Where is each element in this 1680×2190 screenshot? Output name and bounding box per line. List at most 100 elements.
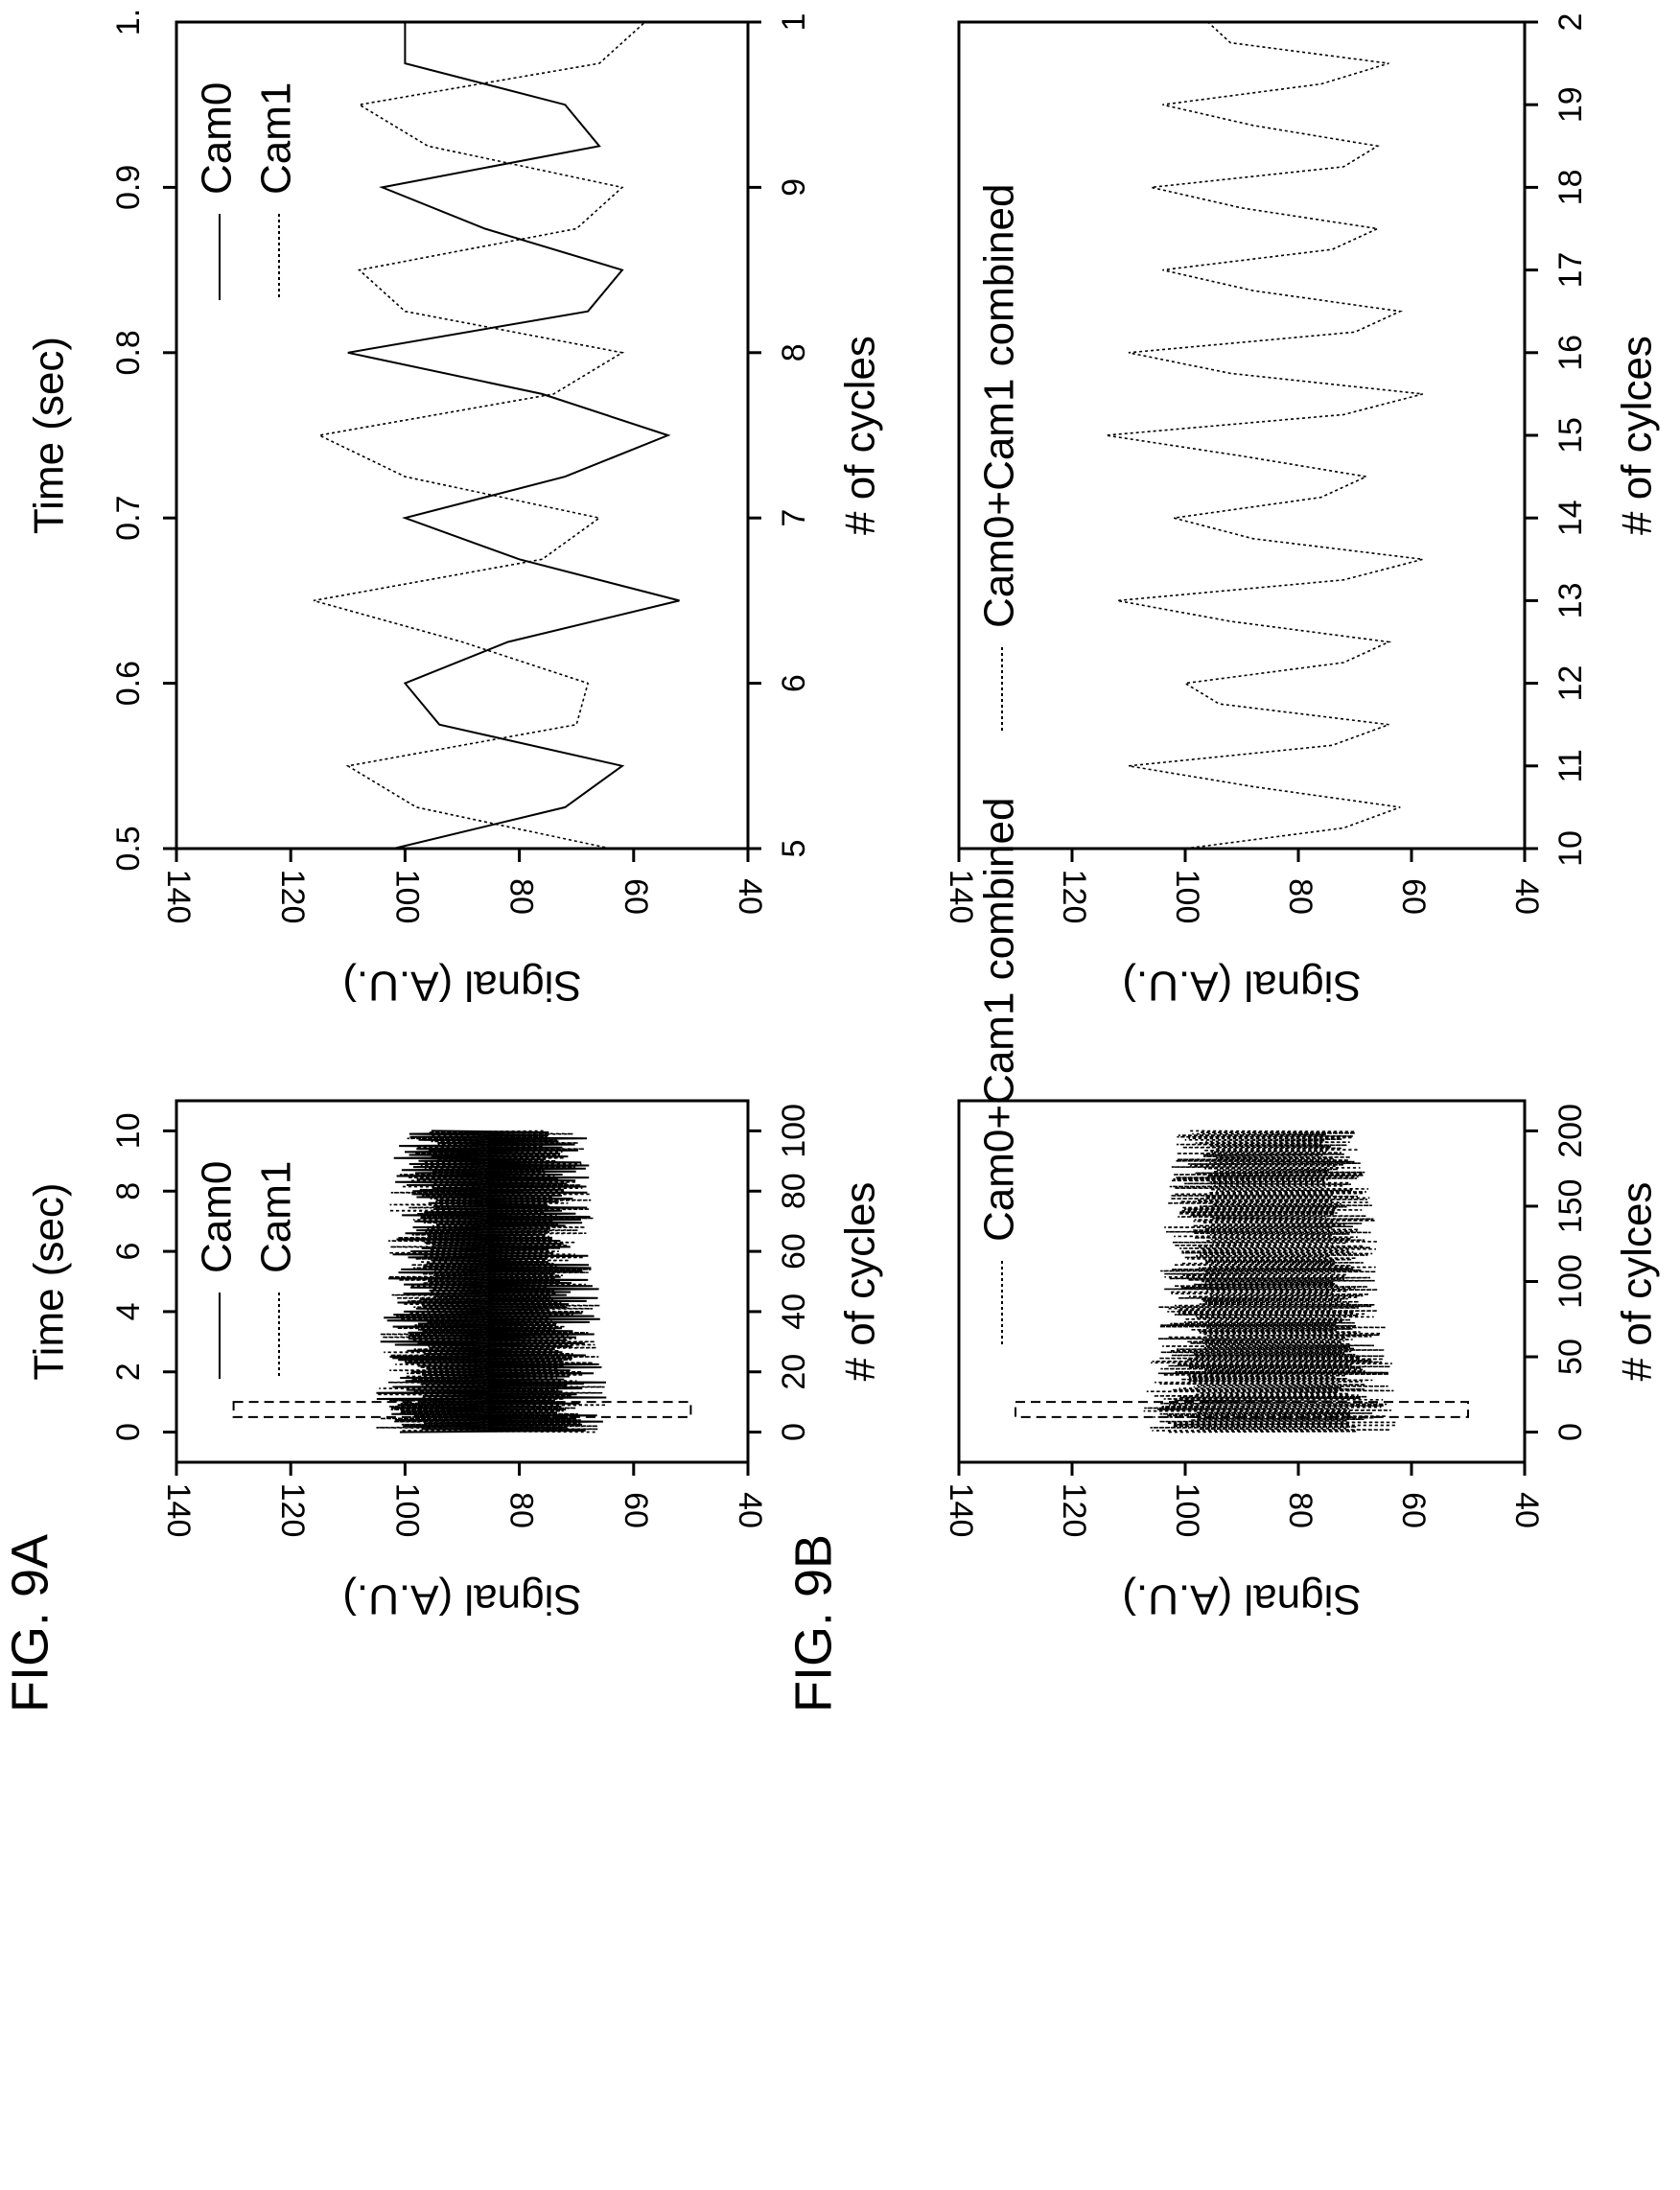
x-bottom-tick-label: 150 bbox=[1552, 1179, 1589, 1234]
figure-label: FIG. 9A bbox=[1, 1534, 58, 1712]
x-bottom-tick-label: 2 bbox=[1552, 13, 1589, 32]
x-bottom-tick-label: 17 bbox=[1552, 252, 1589, 289]
x-bottom-tick-label: 200 bbox=[1552, 1104, 1589, 1158]
y-tick-label: 100 bbox=[388, 1483, 425, 1538]
x-bottom-tick-label: 11 bbox=[1552, 749, 1589, 782]
series-line-cam1 bbox=[376, 1130, 607, 1433]
y-tick-label: 100 bbox=[1169, 1483, 1205, 1538]
x-bottom-tick-label: 0 bbox=[1552, 1423, 1589, 1441]
plot-area bbox=[376, 1130, 607, 1433]
x-bottom-axis-label: # of cylces bbox=[1614, 1182, 1661, 1382]
x-top-tick-label: 0.8 bbox=[110, 330, 147, 375]
legend: Cam0 Cam1 bbox=[194, 82, 300, 300]
x-bottom-tick-label: 15 bbox=[1552, 417, 1589, 454]
plot-area bbox=[1143, 1130, 1397, 1433]
x-bottom-tick-label: 19 bbox=[1552, 86, 1589, 123]
x-bottom-axis-label: # of cycles bbox=[837, 336, 884, 535]
y-tick-label: 120 bbox=[274, 1483, 311, 1538]
y-tick-label: 60 bbox=[1395, 1492, 1432, 1528]
y-tick-label: 140 bbox=[943, 1483, 979, 1538]
y-tick-label: 140 bbox=[160, 1483, 197, 1538]
x-top-tick-label: 8 bbox=[110, 1182, 147, 1200]
legend-label: Cam0 bbox=[194, 1161, 241, 1273]
x-bottom-tick-label: 20 bbox=[776, 1354, 812, 1390]
legend-label: Cam0+Cam1 combined bbox=[976, 798, 1023, 1242]
legend: Cam0+Cam1 combined bbox=[976, 184, 1023, 734]
x-bottom-tick-label: 1 bbox=[776, 13, 812, 32]
y-tick-label: 80 bbox=[1282, 1492, 1318, 1528]
x-top-tick-label: 0 bbox=[110, 1423, 147, 1441]
x-top-tick-label: 0.6 bbox=[110, 661, 147, 706]
x-top-tick-label: 10 bbox=[110, 1113, 147, 1150]
x-top-tick-label: 0.5 bbox=[110, 826, 147, 871]
x-bottom-tick-label: 16 bbox=[1552, 335, 1589, 371]
y-axis-label: Signal (A.U.) bbox=[342, 1575, 581, 1622]
legend: Cam0+Cam1 combined bbox=[976, 798, 1023, 1347]
zoom-region-box bbox=[1015, 1401, 1469, 1418]
legend-label: Cam0 bbox=[194, 82, 241, 195]
y-tick-label: 140 bbox=[160, 870, 197, 924]
figure-label: FIG. 9B bbox=[784, 1534, 842, 1712]
legend-label: Cam0+Cam1 combined bbox=[976, 184, 1023, 628]
chart-panel-3: 40 60 80 100 120 140 Signal (A.U.) 0 50 100 150 200… bbox=[784, 798, 1660, 1713]
x-top-tick-label: 6 bbox=[110, 1243, 147, 1261]
y-tick-label: 40 bbox=[1508, 878, 1545, 915]
x-bottom-tick-label: 14 bbox=[1552, 500, 1589, 536]
x-top-tick-label: 0.9 bbox=[110, 165, 147, 210]
x-bottom-tick-label: 12 bbox=[1552, 665, 1589, 702]
x-bottom-tick-label: 10 bbox=[1552, 830, 1589, 867]
x-bottom-tick-label: 0 bbox=[776, 1423, 812, 1441]
plot-area bbox=[313, 22, 680, 849]
chart-panel-2: 40 60 80 100 120 140 Signal (A.U.) 5 6 7 8 9 1 # of c… bbox=[26, 9, 884, 1010]
x-bottom-tick-label: 100 bbox=[1552, 1254, 1589, 1309]
series-line-cam0-cam1-combined bbox=[1143, 1130, 1397, 1433]
x-bottom-tick-label: 60 bbox=[776, 1233, 812, 1270]
y-tick-label: 80 bbox=[1282, 878, 1318, 915]
x-bottom-tick-label: 9 bbox=[776, 178, 812, 197]
plot-area bbox=[1106, 22, 1424, 849]
plot-frame bbox=[175, 1099, 750, 1464]
y-tick-label: 120 bbox=[1056, 870, 1092, 924]
series-line-cam0 bbox=[347, 22, 680, 849]
series-line-cam1 bbox=[313, 22, 646, 849]
legend-label: Cam1 bbox=[253, 82, 300, 195]
y-axis-label: Signal (A.U.) bbox=[1122, 1575, 1361, 1622]
plot-frame bbox=[175, 20, 750, 850]
x-bottom-axis-label: # of cycles bbox=[837, 1182, 884, 1382]
y-tick-label: 100 bbox=[1169, 870, 1205, 924]
y-tick-label: 60 bbox=[618, 878, 654, 915]
y-tick-label: 120 bbox=[1056, 1483, 1092, 1538]
x-bottom-tick-label: 50 bbox=[1552, 1339, 1589, 1375]
x-bottom-tick-label: 5 bbox=[776, 840, 812, 858]
plot-frame bbox=[957, 20, 1527, 850]
x-bottom-tick-label: 7 bbox=[776, 509, 812, 527]
y-tick-label: 40 bbox=[732, 1492, 768, 1528]
y-tick-label: 100 bbox=[388, 870, 425, 924]
y-tick-label: 120 bbox=[274, 870, 311, 924]
y-tick-label: 60 bbox=[1395, 878, 1432, 915]
x-top-tick-label: 1. bbox=[110, 9, 147, 35]
x-top-axis-label: Time (sec) bbox=[26, 1182, 73, 1380]
x-top-tick-label: 4 bbox=[110, 1302, 147, 1320]
y-tick-label: 80 bbox=[503, 878, 540, 915]
x-bottom-tick-label: 18 bbox=[1552, 169, 1589, 205]
x-bottom-tick-label: 80 bbox=[776, 1173, 812, 1209]
y-tick-label: 60 bbox=[618, 1492, 654, 1528]
legend: Cam0 Cam1 bbox=[194, 1161, 300, 1379]
y-tick-label: 40 bbox=[732, 878, 768, 915]
legend-label: Cam1 bbox=[253, 1161, 300, 1273]
x-bottom-tick-label: 6 bbox=[776, 674, 812, 692]
y-tick-label: 80 bbox=[503, 1492, 540, 1528]
x-bottom-tick-label: 13 bbox=[1552, 582, 1589, 618]
y-axis-label: Signal (A.U.) bbox=[342, 962, 581, 1009]
x-top-tick-label: 2 bbox=[110, 1363, 147, 1381]
series-line-cam0-cam1-combined bbox=[1106, 22, 1424, 849]
x-bottom-tick-label: 40 bbox=[776, 1293, 812, 1330]
x-top-tick-label: 0.7 bbox=[110, 496, 147, 541]
y-tick-label: 140 bbox=[943, 870, 979, 924]
x-bottom-axis-label: # of cylces bbox=[1614, 336, 1661, 535]
x-top-axis-label: Time (sec) bbox=[26, 337, 73, 534]
